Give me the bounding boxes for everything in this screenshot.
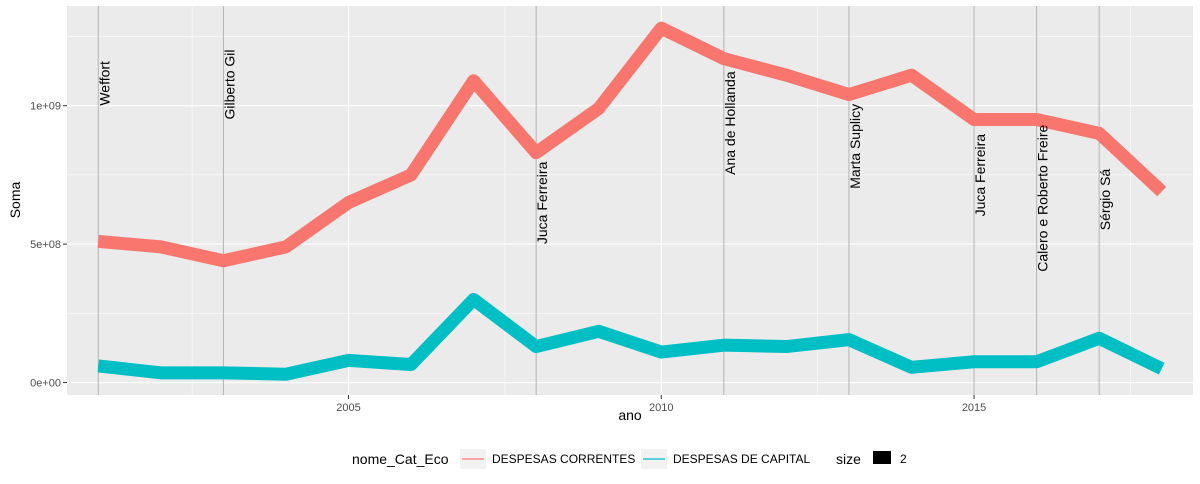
legend-size-title: size (836, 451, 861, 467)
legend-size-key (873, 451, 891, 464)
legend: nome_Cat_Eco DESPESAS CORRENTES DESPESAS… (352, 449, 907, 469)
minister-labels: Weffort Gilberto Gil Juca Ferreira Ana de H… (96, 49, 1113, 271)
minister-label: Weffort (96, 61, 112, 106)
x-axis-title: ano (618, 407, 642, 423)
y-tick-label: 5e+08 (30, 239, 61, 251)
legend-color-title: nome_Cat_Eco (352, 451, 449, 467)
x-tick-label: 2010 (649, 402, 673, 414)
y-axis: 0e+00 5e+08 1e+09 (30, 101, 67, 390)
series-lines (97, 21, 1167, 381)
minister-label: Gilberto Gil (221, 49, 237, 119)
minor-grid (67, 6, 1193, 395)
minister-label: Juca Ferreira (972, 134, 988, 217)
legend-label-2: DESPESAS DE CAPITAL (673, 452, 810, 466)
y-axis-title: Soma (7, 182, 23, 219)
minister-lines (97, 6, 1100, 395)
x-tick-label: 2005 (336, 402, 360, 414)
x-tick-label: 2015 (962, 402, 986, 414)
minister-label: Sérgio Sá (1097, 169, 1113, 231)
legend-label-1: DESPESAS CORRENTES (492, 452, 635, 466)
series-line-1 (97, 21, 1167, 268)
series-line-2 (97, 292, 1165, 381)
minister-label: Juca Ferreira (534, 161, 550, 244)
y-tick-label: 0e+00 (30, 378, 61, 390)
minister-label: Calero e Roberto Freire (1035, 125, 1051, 272)
x-axis: 2005 2010 2015 (336, 395, 986, 414)
legend-size-value: 2 (900, 452, 907, 466)
y-tick-label: 1e+09 (30, 101, 61, 113)
minister-label: Marta Suplicy (847, 104, 863, 189)
minister-label: Ana de Hollanda (722, 71, 738, 175)
